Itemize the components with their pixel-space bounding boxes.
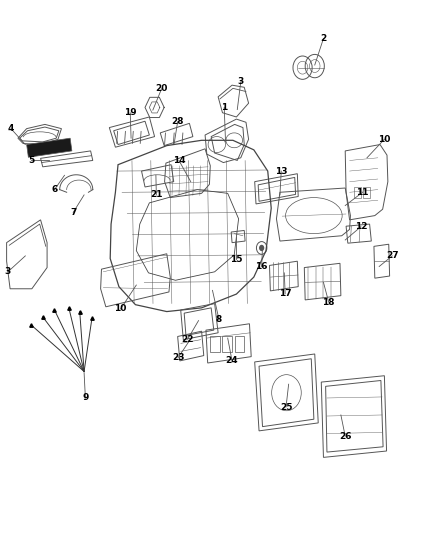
Text: 28: 28 xyxy=(171,117,184,126)
Text: 25: 25 xyxy=(280,402,292,411)
Text: 20: 20 xyxy=(155,84,168,93)
Text: 7: 7 xyxy=(70,208,76,217)
Text: 14: 14 xyxy=(173,156,185,165)
Text: 4: 4 xyxy=(8,124,14,133)
Text: 3: 3 xyxy=(238,77,244,86)
Bar xyxy=(210,336,220,352)
Circle shape xyxy=(259,245,264,251)
Text: 22: 22 xyxy=(181,335,194,344)
Text: 23: 23 xyxy=(172,353,184,362)
Text: 18: 18 xyxy=(322,297,335,306)
Text: 1: 1 xyxy=(221,103,227,112)
Bar xyxy=(235,336,244,352)
Text: 6: 6 xyxy=(51,185,58,194)
Text: 21: 21 xyxy=(150,190,162,199)
Text: 15: 15 xyxy=(230,255,243,264)
Text: 3: 3 xyxy=(5,268,11,276)
Text: 11: 11 xyxy=(357,188,369,197)
Polygon shape xyxy=(27,138,72,157)
Bar xyxy=(223,336,232,352)
Text: 19: 19 xyxy=(124,108,137,117)
Text: 24: 24 xyxy=(226,357,238,366)
Bar xyxy=(363,187,370,198)
Text: 5: 5 xyxy=(28,156,34,165)
Text: 10: 10 xyxy=(378,135,391,144)
Text: 16: 16 xyxy=(255,262,268,271)
Text: 13: 13 xyxy=(275,166,287,175)
Text: 27: 27 xyxy=(386,252,399,261)
Bar xyxy=(354,187,361,198)
Text: 17: 17 xyxy=(279,289,291,298)
Text: 9: 9 xyxy=(82,393,88,402)
Text: 12: 12 xyxy=(355,222,367,231)
Text: 2: 2 xyxy=(320,34,327,43)
Text: 26: 26 xyxy=(339,432,351,441)
Text: 8: 8 xyxy=(216,315,222,324)
Text: 10: 10 xyxy=(114,304,127,313)
